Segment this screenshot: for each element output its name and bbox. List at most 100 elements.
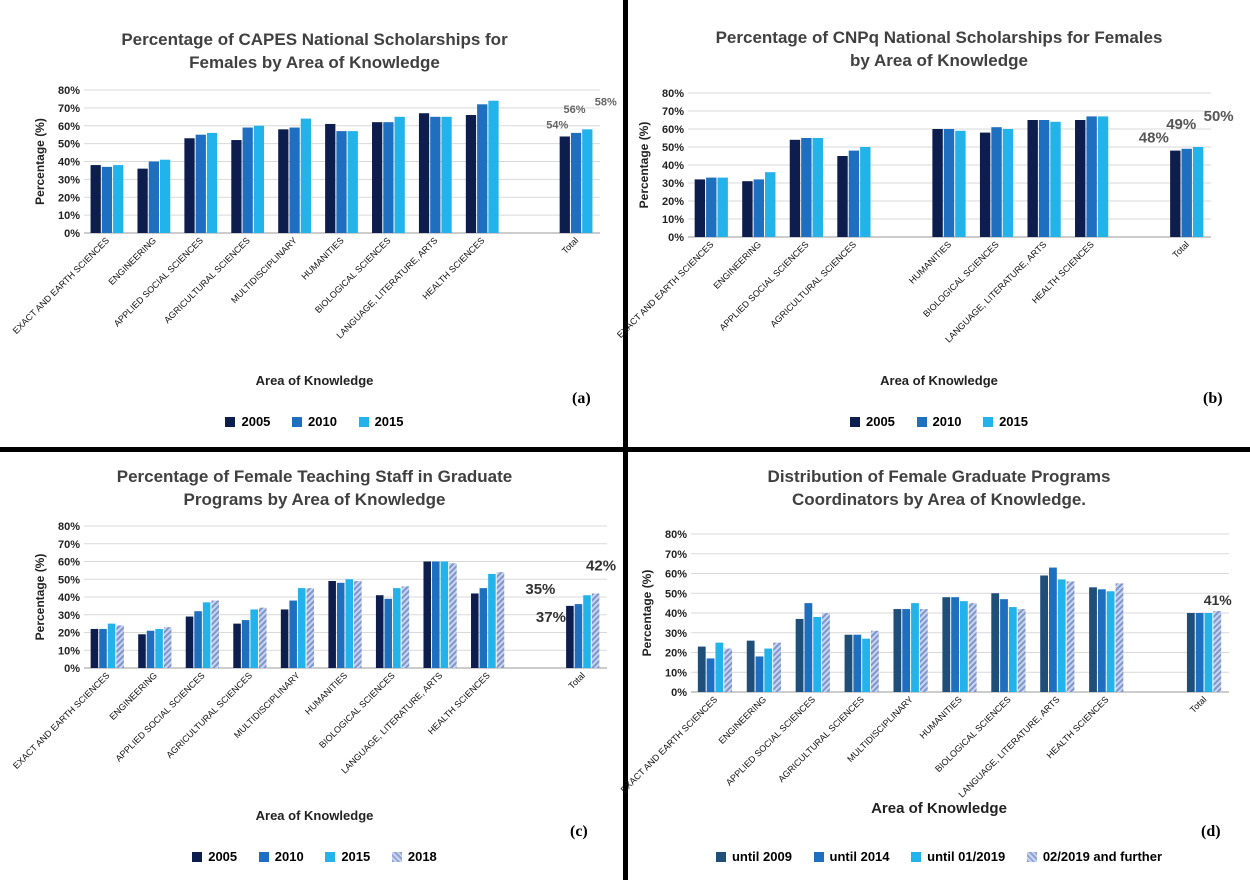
- bar: [300, 118, 311, 233]
- y-tick-label: 80%: [662, 88, 684, 100]
- bar: [418, 113, 430, 233]
- bar: [347, 131, 358, 233]
- bar: [99, 628, 107, 668]
- bar: [289, 127, 300, 233]
- bar: [345, 579, 354, 668]
- chart-title-line1: Percentage of CNPq National Scholarships…: [715, 28, 1163, 47]
- x-tick-label: Total: [1171, 239, 1192, 260]
- bar: [860, 147, 871, 237]
- legend-label: 2010: [932, 414, 962, 429]
- bar: [449, 563, 457, 668]
- bar: [242, 127, 253, 233]
- bar: [724, 648, 733, 692]
- bar: [742, 181, 753, 237]
- legend-swatch: [391, 851, 402, 862]
- chart-title: Percentage of CAPES National Scholarship…: [12, 28, 617, 74]
- legend-label: until 01/2019: [927, 849, 1006, 864]
- chart-title-line1: Distribution of Female Graduate Programs: [767, 467, 1111, 486]
- bar: [336, 582, 345, 668]
- chart-title-line2: Coordinators by Area of Knowledge.: [791, 490, 1087, 509]
- bar: [184, 138, 195, 233]
- chart-plot: 0% 10% 20% 30% 40% 50% 60% 70% 80% Percentage (%)…: [615, 88, 1234, 344]
- x-tick-label: EXACT AND EARTH SCIENCES: [11, 235, 112, 336]
- x-tick-label: EXACT AND EARTH SCIENCES: [11, 670, 112, 771]
- data-label: 50%: [1204, 108, 1234, 125]
- bar: [383, 122, 394, 233]
- legend-label: 2015: [999, 414, 1028, 429]
- legend-swatch: [258, 851, 269, 862]
- bar: [163, 627, 172, 668]
- bar: [837, 156, 848, 237]
- x-tick-label: ENGINEERING: [711, 239, 763, 291]
- bar: [765, 172, 776, 237]
- bar: [717, 177, 728, 237]
- chart-title-line2: by Area of Knowledge: [850, 51, 1028, 70]
- bar: [991, 593, 1000, 692]
- x-tick-label: AGRICULTURAL SCIENCES: [776, 694, 866, 784]
- bar: [401, 586, 410, 668]
- x-tick-label: APPLIED SOCIAL SCIENCES: [112, 235, 205, 328]
- bar: [943, 129, 955, 237]
- x-tick-label: APPLIED SOCIAL SCIENCES: [114, 670, 207, 763]
- y-tick-label: 30%: [58, 174, 80, 186]
- panel-label: (d): [1201, 823, 1221, 840]
- legend-swatch: [849, 416, 860, 427]
- legend-label: 02/2019 and further: [1042, 849, 1163, 864]
- bar: [146, 630, 155, 668]
- bar: [942, 597, 951, 692]
- legend-swatch: [292, 416, 303, 427]
- bar: [375, 595, 384, 668]
- data-label: 58%: [595, 96, 617, 108]
- legend-swatch: [983, 416, 994, 427]
- bar: [1186, 613, 1195, 692]
- bar: [812, 138, 823, 237]
- y-tick-label: 20%: [662, 196, 684, 208]
- bar: [233, 623, 241, 668]
- bar: [194, 611, 202, 668]
- bar: [430, 116, 441, 233]
- bar: [137, 168, 148, 233]
- y-tick-label: 60%: [58, 121, 80, 133]
- bar: [1089, 587, 1097, 692]
- bar: [1017, 609, 1026, 692]
- data-label: 42%: [586, 557, 616, 574]
- x-axis-label: Area of Knowledge: [871, 800, 1007, 817]
- bar: [195, 134, 206, 233]
- y-tick-label: 50%: [662, 142, 684, 154]
- bar: [795, 618, 804, 692]
- legend-swatch: [1026, 851, 1037, 862]
- legend-label: 2018: [407, 849, 437, 864]
- bar: [582, 129, 593, 233]
- bar: [289, 600, 297, 668]
- x-tick-label: EXACT AND EARTH SCIENCES: [615, 239, 716, 340]
- bar: [893, 609, 902, 692]
- bar: [107, 623, 116, 668]
- bar: [496, 572, 505, 668]
- y-tick-label: 50%: [58, 139, 80, 151]
- bar: [1027, 120, 1038, 237]
- y-tick-label: 40%: [58, 592, 80, 604]
- bar: [1040, 575, 1049, 692]
- y-tick-label: 0%: [671, 687, 687, 699]
- bar: [393, 588, 401, 668]
- legend-label: 2005: [865, 414, 895, 429]
- bar: [155, 628, 163, 668]
- bar: [1181, 148, 1192, 237]
- x-tick-label: HUMANITIES: [299, 235, 345, 281]
- bar: [297, 588, 306, 668]
- bar: [90, 165, 101, 233]
- bar: [1213, 611, 1222, 692]
- panel-label: (b): [1203, 390, 1223, 407]
- bar: [583, 595, 591, 668]
- legend-swatch: [813, 851, 824, 862]
- bar: [211, 600, 219, 668]
- bar: [1170, 150, 1181, 237]
- bar: [706, 658, 715, 692]
- bar: [101, 166, 113, 233]
- data-label: 37%: [536, 609, 566, 626]
- chart-title-line2: Females by Area of Knowledge: [189, 53, 440, 72]
- y-tick-label: 0%: [668, 232, 684, 244]
- bar: [465, 115, 477, 233]
- legend-swatch: [325, 851, 336, 862]
- bar: [116, 625, 124, 668]
